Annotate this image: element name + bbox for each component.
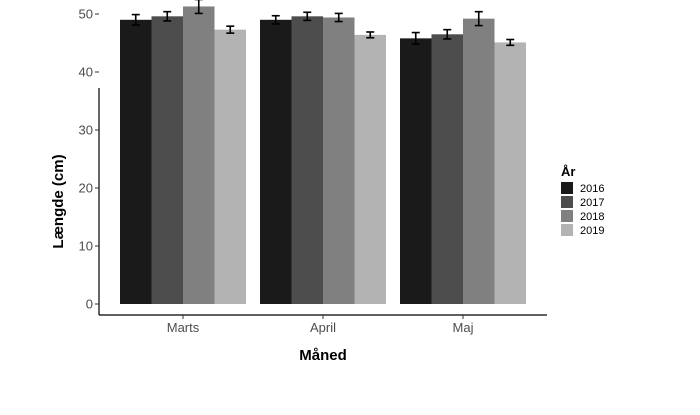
bars-layer — [120, 6, 526, 305]
bar-maj-2019 — [494, 42, 526, 305]
y-tick-label: 0 — [86, 297, 93, 312]
y-tick-label: 40 — [79, 65, 93, 80]
x-ticks: Marts April Maj — [167, 315, 474, 335]
error-bar-april-2019 — [366, 31, 375, 39]
y-tick-label: 20 — [79, 181, 93, 196]
error-bar-maj-2017 — [443, 28, 452, 40]
legend-swatch-2017 — [561, 196, 573, 208]
legend-swatch-2016 — [561, 182, 573, 194]
x-tick-label-april: April — [310, 320, 336, 335]
error-bar-maj-2016 — [411, 31, 420, 45]
bar-marts-2018 — [183, 6, 215, 305]
x-tick-label-maj: Maj — [453, 320, 474, 335]
y-ticks: 0102030405060 — [79, 7, 99, 312]
error-bar-april-2017 — [303, 11, 312, 22]
legend-swatch-2019 — [561, 224, 573, 236]
y-tick-label: 10 — [79, 239, 93, 254]
legend-label-2016: 2016 — [580, 183, 604, 195]
error-bar-april-2016 — [271, 14, 280, 25]
legend-label-2019: 2019 — [580, 225, 604, 237]
error-bar-marts-2018 — [194, 0, 203, 15]
error-bar-marts-2016 — [131, 13, 140, 26]
bar-april-2019 — [354, 34, 386, 304]
legend-swatch-2018 — [561, 210, 573, 222]
bar-maj-2017 — [431, 34, 463, 305]
error-bar-marts-2019 — [226, 25, 235, 34]
bar-maj-2018 — [463, 18, 495, 304]
error-bar-april-2018 — [334, 12, 343, 23]
error-bars-layer — [131, 0, 515, 47]
y-tick-label: 30 — [79, 123, 93, 138]
y-axis-title: Længde (cm) — [50, 154, 67, 248]
bar-marts-2017 — [151, 16, 183, 304]
legend-label-2017: 2017 — [580, 197, 604, 209]
bar-marts-2019 — [214, 29, 246, 304]
legend-label-2018: 2018 — [580, 211, 604, 223]
y-tick-label: 50 — [79, 7, 93, 22]
legend: År 2016 2017 2018 2019 — [561, 164, 604, 237]
error-bar-marts-2017 — [163, 10, 172, 22]
legend-title: År — [561, 164, 575, 179]
bar-maj-2016 — [400, 38, 432, 305]
bar-april-2016 — [260, 19, 292, 305]
error-bar-maj-2018 — [474, 10, 483, 27]
error-bar-maj-2019 — [506, 38, 515, 47]
bar-april-2017 — [291, 16, 323, 304]
bar-april-2018 — [323, 17, 355, 304]
x-axis-title: Måned — [299, 347, 347, 364]
bar-marts-2016 — [120, 19, 152, 305]
x-tick-label-marts: Marts — [167, 320, 200, 335]
